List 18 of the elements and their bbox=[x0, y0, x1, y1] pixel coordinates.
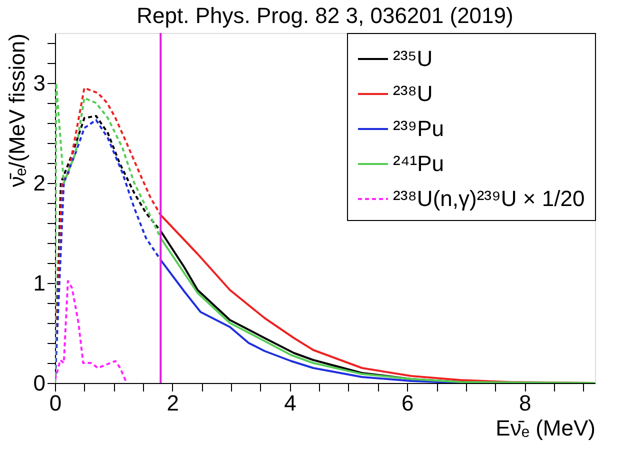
legend-label: ²³⁸U bbox=[393, 81, 433, 106]
x-axis-title: Eν̄ₑ (MeV) bbox=[496, 416, 596, 440]
x-tick-label: 8 bbox=[518, 390, 532, 416]
x-tick-label: 6 bbox=[402, 390, 414, 416]
line-series bbox=[55, 280, 128, 383]
y-tick-label: 1 bbox=[33, 270, 46, 296]
y-tick-label: 2 bbox=[33, 170, 46, 196]
y-tick-label: 3 bbox=[33, 70, 46, 96]
legend-label: ²⁴¹Pu bbox=[393, 151, 444, 176]
x-tick-label: 2 bbox=[166, 390, 180, 416]
legend-label: ²³⁵U bbox=[393, 46, 433, 71]
x-tick-label: 0 bbox=[49, 390, 62, 416]
legend-label: ²³⁹Pu bbox=[393, 116, 444, 141]
legend-label: ²³⁸U(n,γ)²³⁹U × 1/20 bbox=[393, 186, 585, 211]
y-tick-label: 0 bbox=[33, 370, 46, 396]
y-axis-title: ν̄ₑ/(MeV fission) bbox=[4, 34, 30, 188]
chart-title: Rept. Phys. Prog. 82 3, 036201 (2019) bbox=[136, 3, 514, 28]
x-tick-label: 4 bbox=[284, 390, 296, 416]
